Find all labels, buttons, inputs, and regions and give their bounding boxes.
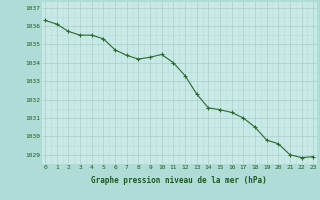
X-axis label: Graphe pression niveau de la mer (hPa): Graphe pression niveau de la mer (hPa) bbox=[91, 176, 267, 185]
